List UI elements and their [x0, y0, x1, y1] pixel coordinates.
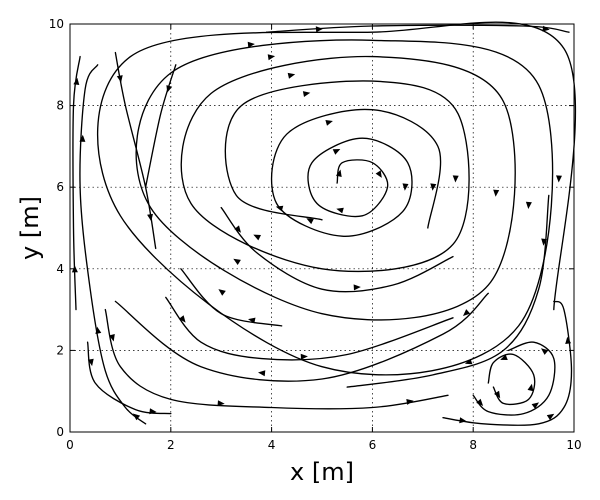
flow-arrow	[546, 413, 555, 421]
flow-arrow	[315, 26, 323, 33]
flow-arrow	[147, 213, 153, 222]
flow-arrow	[493, 189, 500, 197]
flow-arrow	[302, 91, 311, 97]
flow-arrow	[267, 54, 276, 61]
flow-arrow	[336, 207, 344, 214]
flow-arrow	[253, 234, 261, 241]
x-tick-label: 6	[369, 438, 377, 452]
flow-arrow	[247, 41, 255, 48]
flow-arrow	[306, 218, 314, 225]
flow-arrow	[109, 334, 115, 342]
flow-arrow	[565, 336, 572, 344]
flow-arrow	[73, 77, 80, 85]
flow-arrow	[459, 417, 467, 424]
flow-arrow	[402, 183, 409, 191]
streamline	[487, 353, 536, 405]
x-tick-label: 2	[167, 438, 175, 452]
y-tick-label: 6	[56, 180, 64, 194]
flow-arrow	[406, 399, 414, 405]
x-tick-label: 10	[566, 438, 581, 452]
streamline	[114, 292, 489, 382]
x-tick-label: 4	[268, 438, 276, 452]
flow-arrow	[500, 354, 508, 360]
flow-arrow	[463, 309, 471, 316]
y-tick-label: 4	[56, 262, 64, 276]
flow-arrow	[430, 183, 437, 191]
flow-arrow	[525, 201, 532, 209]
y-tick-label: 10	[49, 17, 64, 31]
flow-arrow	[95, 326, 102, 334]
flow-arrow	[527, 383, 534, 392]
flow-arrow	[542, 25, 550, 32]
grid-lines	[70, 24, 574, 432]
streamline	[220, 206, 454, 293]
flow-arrow	[233, 258, 241, 265]
y-tick-label: 2	[56, 343, 64, 357]
y-tick-label: 0	[56, 425, 64, 439]
streamline	[79, 64, 147, 425]
flow-arrow	[132, 413, 141, 421]
streamline	[472, 341, 556, 416]
flow-arrow	[541, 348, 549, 355]
flow-arrow	[149, 408, 157, 415]
flow-arrow	[353, 284, 361, 291]
flow-arrow	[464, 358, 473, 365]
flow-arrow	[375, 170, 382, 178]
streamline	[442, 300, 573, 426]
flow-arrow	[217, 400, 225, 407]
streamline	[165, 296, 454, 361]
y-axis-label: y [m]	[16, 196, 44, 260]
flow-arrow	[258, 370, 266, 377]
flow-arrow	[556, 175, 562, 183]
flow-arrow	[166, 85, 173, 93]
flow-arrow	[178, 315, 186, 323]
streamline	[144, 64, 177, 188]
flow-arrow	[332, 149, 341, 155]
flow-arrow	[325, 120, 333, 126]
flow-arrow	[234, 225, 241, 233]
flow-arrow	[300, 353, 308, 360]
flow-arrow	[218, 289, 226, 296]
flow-arrow	[476, 398, 484, 406]
flow-arrow	[541, 238, 548, 246]
streamlines	[71, 21, 577, 426]
streamline	[346, 194, 550, 388]
streamline	[180, 268, 283, 327]
flow-arrow	[87, 358, 94, 367]
flow-arrow	[452, 175, 459, 183]
streamline	[104, 308, 449, 410]
streamline	[265, 24, 570, 33]
streamline	[270, 108, 442, 237]
flow-arrow	[79, 134, 86, 142]
y-tick-label: 8	[56, 99, 64, 113]
flow-arrow	[531, 402, 539, 409]
x-tick-label: 8	[469, 438, 477, 452]
flow-arrow	[335, 169, 342, 177]
plot-frame	[69, 23, 575, 433]
streamline	[72, 55, 81, 311]
x-tick-label: 0	[66, 438, 74, 452]
flow-arrow	[287, 72, 296, 79]
flow-arrow	[248, 317, 256, 324]
x-axis-label: x [m]	[290, 458, 354, 486]
streamline	[97, 21, 577, 376]
axes: 0 2 4 6 8 10 0 2 4 6 8 10	[49, 17, 582, 452]
flow-arrow	[116, 75, 123, 83]
flow-arrow	[494, 390, 501, 399]
